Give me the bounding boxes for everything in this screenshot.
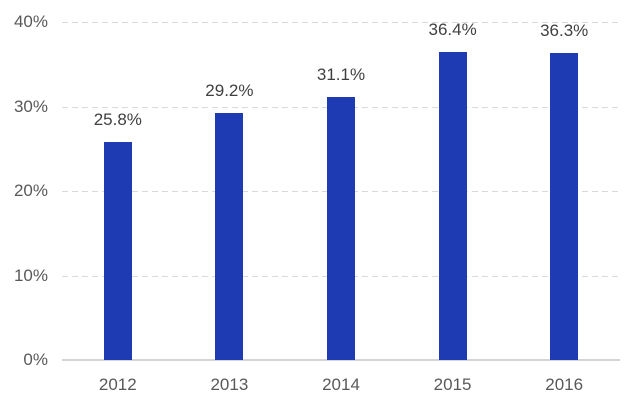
- bar-2013: [215, 113, 244, 360]
- y-tick-label-20%: 20%: [13, 181, 48, 200]
- bar-2016: [550, 53, 579, 360]
- x-tick-label-2014: 2014: [322, 375, 360, 394]
- gridline-40%: [62, 22, 620, 23]
- x-tick-label-2015: 2015: [433, 375, 472, 394]
- bar-value-label-2015: 36.4%: [428, 20, 477, 40]
- bar-2012: [103, 141, 132, 360]
- bar-2015: [438, 52, 467, 360]
- x-axis-line: [62, 359, 620, 361]
- y-tick-label-40%: 40%: [13, 12, 48, 31]
- y-tick-label-10%: 10%: [13, 265, 48, 285]
- bar-2014: [327, 97, 355, 360]
- bar-value-label-2014: 31.1%: [316, 65, 366, 85]
- bar-value-label-2012: 25.8%: [93, 109, 142, 129]
- x-tick-label-2016: 2016: [545, 375, 584, 394]
- bar-value-label-2016: 36.3%: [540, 21, 589, 41]
- bar-value-label-2013: 29.2%: [205, 81, 254, 101]
- x-tick-label-2013: 2013: [210, 375, 249, 394]
- x-tick-label-2012: 2012: [98, 375, 137, 394]
- y-tick-label-0%: 0%: [23, 350, 48, 369]
- y-tick-label-30%: 30%: [13, 96, 48, 116]
